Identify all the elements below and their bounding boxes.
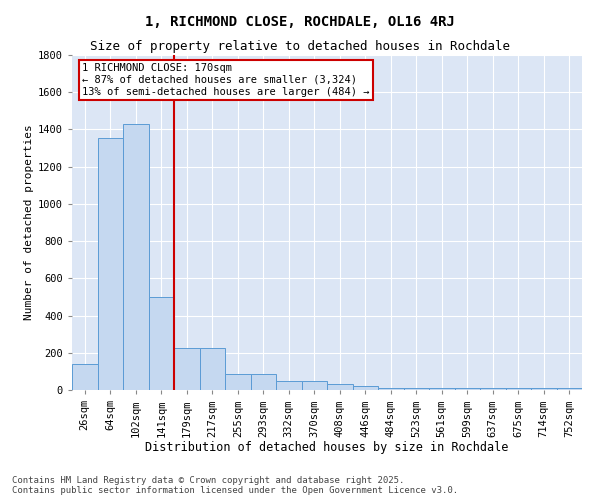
Bar: [123, 124, 149, 390]
Bar: [302, 380, 327, 390]
Bar: [174, 348, 199, 390]
Bar: [455, 388, 480, 390]
Bar: [327, 384, 353, 390]
Bar: [225, 374, 251, 390]
Text: Size of property relative to detached houses in Rochdale: Size of property relative to detached ho…: [90, 40, 510, 53]
Bar: [480, 388, 505, 390]
Bar: [557, 388, 582, 390]
Text: Contains HM Land Registry data © Crown copyright and database right 2025.
Contai: Contains HM Land Registry data © Crown c…: [12, 476, 458, 495]
X-axis label: Distribution of detached houses by size in Rochdale: Distribution of detached houses by size …: [145, 440, 509, 454]
Bar: [353, 386, 378, 390]
Bar: [199, 348, 225, 390]
Bar: [72, 364, 97, 390]
Bar: [276, 380, 302, 390]
Bar: [505, 388, 531, 390]
Bar: [97, 138, 123, 390]
Bar: [378, 388, 404, 390]
Bar: [429, 388, 455, 390]
Text: 1, RICHMOND CLOSE, ROCHDALE, OL16 4RJ: 1, RICHMOND CLOSE, ROCHDALE, OL16 4RJ: [145, 15, 455, 29]
Bar: [404, 388, 429, 390]
Y-axis label: Number of detached properties: Number of detached properties: [24, 124, 34, 320]
Bar: [251, 374, 276, 390]
Bar: [149, 297, 174, 390]
Bar: [531, 388, 557, 390]
Text: 1 RICHMOND CLOSE: 170sqm
← 87% of detached houses are smaller (3,324)
13% of sem: 1 RICHMOND CLOSE: 170sqm ← 87% of detach…: [82, 64, 370, 96]
